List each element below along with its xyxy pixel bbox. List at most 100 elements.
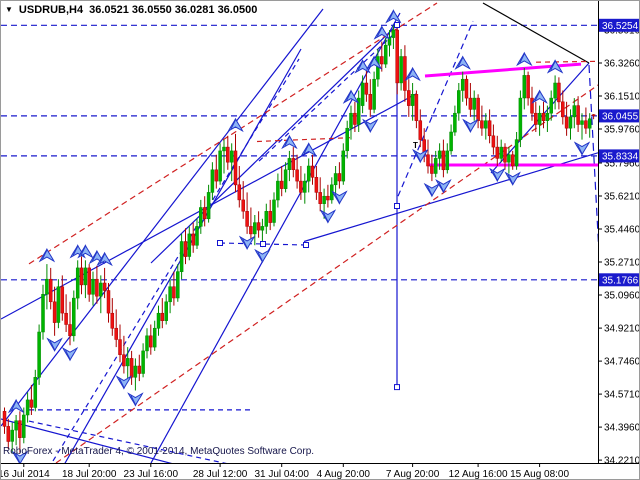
- time-tick-label: 23 Jul 16:00: [124, 469, 179, 480]
- svg-text:35.8334: 35.8334: [602, 151, 639, 162]
- candle-13: [52, 286, 57, 336]
- fractal-up-arrow-3: [77, 244, 94, 259]
- candle-69: [268, 199, 272, 231]
- candle-29: [114, 309, 118, 348]
- fractal-down-arrow-14: [489, 167, 506, 183]
- fractal-up-arrow-12: [373, 25, 390, 40]
- dashed-riser-right-of-peak[interactable]: [397, 20, 474, 197]
- fractal-up-arrow-18: [546, 59, 564, 74]
- candle-52: [202, 196, 207, 227]
- object-handle-1[interactable]: [394, 203, 400, 209]
- candle-137: [530, 86, 534, 121]
- candle-49: [191, 222, 195, 253]
- candle-100: [387, 30, 392, 57]
- red-level-apex[interactable]: [535, 60, 598, 63]
- candle-54: [210, 162, 215, 200]
- candle-82: [318, 177, 322, 212]
- chart-annotation-0: T: [413, 141, 418, 150]
- object-handle-5[interactable]: [303, 242, 309, 248]
- price-badge-35.8334: 35.8334: [599, 149, 639, 163]
- object-handle-0[interactable]: [394, 22, 400, 28]
- candle-59: [229, 143, 234, 182]
- chart-dropdown-icon[interactable]: ▼: [5, 5, 13, 14]
- candle-134: [518, 90, 523, 148]
- candle-4: [18, 411, 22, 453]
- candle-92: [356, 90, 361, 132]
- trendline-right-support[interactable]: [303, 152, 598, 243]
- candle-99: [383, 37, 388, 68]
- time-tick-label: 28 Jul 12:00: [193, 469, 248, 480]
- candle-0: [2, 407, 7, 434]
- candle-77: [299, 166, 303, 200]
- candle-16: [64, 294, 68, 332]
- candle-122: [472, 90, 476, 121]
- candle-66: [256, 211, 261, 238]
- candle-81: [314, 166, 319, 200]
- candle-127: [491, 124, 496, 155]
- candle-115: [445, 143, 450, 174]
- chart-symbol-period: USDRUB,H4: [18, 4, 84, 16]
- trendline-steep-right[interactable]: [150, 12, 401, 463]
- candle-58: [226, 135, 230, 170]
- candle-33: [129, 350, 134, 385]
- fractal-up-arrow-10: [354, 59, 371, 74]
- candle-5: [22, 407, 26, 444]
- trendline-steep-mid[interactable]: [56, 48, 302, 479]
- candle-102: [395, 26, 399, 95]
- candle-26: [102, 267, 107, 299]
- trendline-down-left[interactable]: [1, 418, 231, 479]
- candle-15: [60, 275, 65, 321]
- candle-104: [403, 45, 407, 102]
- candle-24: [95, 266, 99, 304]
- time-axis[interactable]: 16 Jul 2014 18 Jul 20:00 23 Jul 16:00 28 Ju…: [1, 463, 570, 480]
- candle-124: [480, 105, 484, 136]
- price-axis[interactable]: 36.501036.326036.151035.976035.796035.62…: [598, 18, 640, 467]
- trendline-black-descent[interactable]: [482, 2, 590, 64]
- time-tick-label: 7 Aug 20:00: [386, 469, 440, 480]
- candle-25: [99, 275, 103, 314]
- candle-17: [68, 301, 72, 346]
- fractal-up-arrow-6: [227, 117, 244, 133]
- fractal-down-arrow-16: [573, 141, 591, 156]
- candle-88: [341, 143, 346, 185]
- price-tick-label: 35.0960: [604, 291, 640, 302]
- red-channel-lower[interactable]: [55, 83, 601, 463]
- candle-118: [457, 83, 461, 121]
- dashed-into-peak[interactable]: [258, 30, 398, 162]
- dashed-steep-left[interactable]: [52, 58, 300, 462]
- dashed-drop-right-edge[interactable]: [588, 64, 601, 291]
- candle-147: [568, 109, 573, 140]
- candle-51: [199, 199, 203, 234]
- time-tick-label: 12 Aug 16:00: [449, 469, 508, 480]
- object-handle-3[interactable]: [217, 240, 223, 246]
- red-level-mid[interactable]: [256, 137, 351, 143]
- candle-41: [160, 298, 165, 329]
- candle-71: [276, 173, 280, 208]
- price-badge-36.5254: 36.5254: [599, 18, 639, 32]
- candle-18: [72, 290, 76, 342]
- candle-27: [106, 283, 111, 323]
- price-tick-label: 36.3260: [604, 59, 640, 70]
- candle-62: [241, 181, 245, 219]
- candle-103: [399, 49, 403, 91]
- dashed-down-left[interactable]: [28, 420, 256, 470]
- candle-112: [433, 150, 438, 178]
- candle-57: [222, 139, 226, 174]
- fractal-up-arrow-11: [365, 55, 383, 70]
- trendline-steep-left[interactable]: [1, 8, 324, 427]
- trendline-to-peak[interactable]: [150, 24, 398, 264]
- object-handle-4[interactable]: [260, 241, 266, 247]
- candle-50: [195, 218, 199, 249]
- candle-63: [245, 192, 249, 234]
- fractal-down-arrow-13: [462, 118, 479, 134]
- red-channel-upper[interactable]: [28, 2, 438, 265]
- candle-6: [25, 392, 30, 423]
- candle-136: [526, 71, 530, 106]
- candle-139: [537, 105, 542, 136]
- price-badge-36.0455: 36.0455: [599, 109, 639, 123]
- candle-138: [534, 101, 538, 132]
- candle-46: [179, 233, 184, 280]
- object-handle-2[interactable]: [394, 384, 400, 391]
- svg-text:35.1766: 35.1766: [602, 275, 639, 286]
